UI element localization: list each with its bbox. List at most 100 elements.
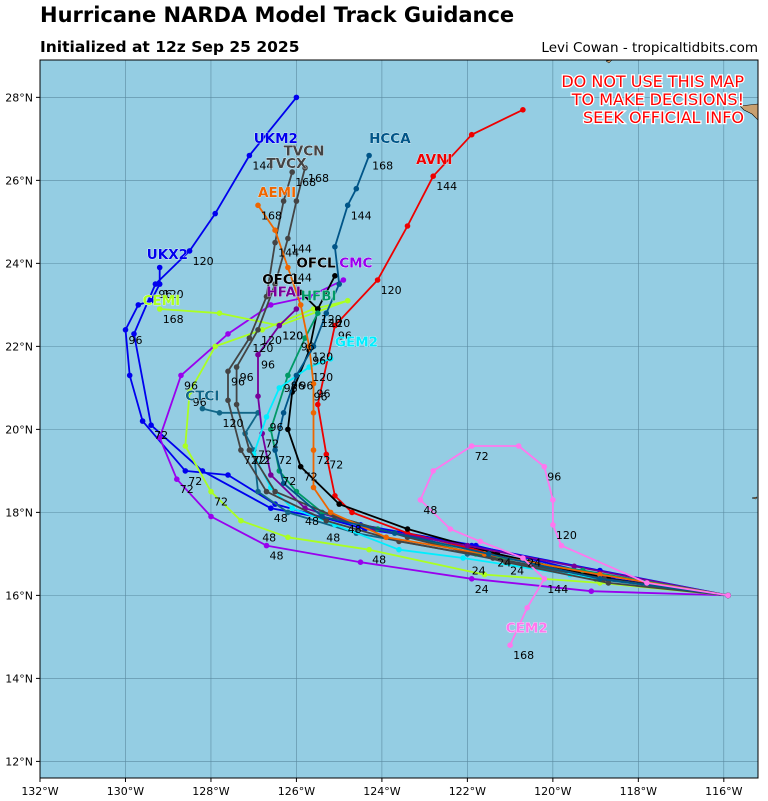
- track-point-avni: [430, 173, 437, 179]
- forecast-hour-label: 168: [163, 313, 184, 326]
- forecast-hour-label: 96: [301, 341, 315, 354]
- track-point-cem2: [541, 463, 548, 470]
- track-point-hfai: [293, 306, 300, 312]
- track-point-cemi: [208, 488, 214, 495]
- track-point-tvcn: [233, 364, 240, 370]
- forecast-hour-label: 96: [291, 379, 305, 392]
- track-point-tvcx: [272, 239, 278, 246]
- track-line-gem2: [252, 357, 729, 597]
- x-tick-label: 116°W: [705, 785, 742, 798]
- track-point-cem2: [725, 592, 731, 599]
- x-tick-label: 122°W: [449, 785, 486, 798]
- forecast-hour-label: 72: [188, 475, 202, 488]
- track-point-hcca: [366, 152, 372, 159]
- track-point-tvcx: [225, 368, 231, 375]
- track-point-tvcn: [233, 401, 240, 408]
- forecast-hour-label: 48: [423, 504, 437, 517]
- ocean-background: [40, 60, 758, 778]
- track-point-cmc: [340, 277, 347, 283]
- track-point-gem2: [263, 414, 270, 420]
- y-tick-label: 20°N: [5, 423, 33, 436]
- forecast-hour-label: 72: [329, 458, 343, 471]
- track-point-aemi: [310, 484, 317, 491]
- track-point-ukx2: [148, 297, 154, 304]
- track-point-ctci: [216, 410, 223, 416]
- forecast-hour-label: 72: [154, 429, 168, 442]
- track-point-ofcl-2: [297, 289, 304, 296]
- track-point-ukx2: [122, 327, 129, 333]
- warning-line-1: DO NOT USE THIS MAP: [561, 72, 744, 91]
- model-label-hcca: HCCA: [369, 131, 411, 147]
- track-line-aemi: [257, 204, 729, 597]
- model-label-ofcl-2: OFCL: [262, 272, 302, 288]
- track-point-ukm2: [148, 422, 154, 429]
- track-point-hcca: [280, 410, 287, 416]
- forecast-hour-label: 144: [436, 180, 457, 193]
- track-point-aemi: [272, 227, 278, 233]
- forecast-hour-label: 72: [278, 454, 292, 467]
- track-point-hfbi: [315, 310, 321, 317]
- track-line-hcca: [274, 155, 729, 597]
- forecast-hour-label: 48: [270, 550, 284, 563]
- track-hcca: [272, 152, 731, 599]
- forecast-hour-label: 96: [184, 379, 198, 392]
- model-label-cmc: CMC: [339, 256, 372, 272]
- track-point-avni: [468, 131, 475, 138]
- track-point-ukx2: [126, 372, 133, 379]
- track-point-ukx2: [156, 264, 163, 271]
- forecast-hour-label: 96: [240, 371, 254, 384]
- track-point-cemi: [310, 306, 317, 312]
- track-point-avni: [520, 107, 526, 113]
- forecast-hour-label: 96: [129, 334, 143, 347]
- forecast-hour-label: 48: [305, 515, 319, 528]
- forecast-hour-label: 24: [472, 565, 486, 578]
- forecast-hour-label: 168: [261, 209, 282, 222]
- track-point-cem2: [477, 538, 484, 545]
- track-ofcl-2: [297, 289, 321, 312]
- forecast-hour-label: 48: [262, 531, 276, 544]
- x-tick-label: 124°W: [363, 785, 400, 798]
- y-tick-label: 24°N: [5, 257, 33, 270]
- forecast-hour-label: 48: [372, 554, 386, 567]
- x-tick-label: 126°W: [278, 785, 315, 798]
- track-point-ukm2: [293, 94, 300, 101]
- track-point-ukm2: [246, 152, 253, 159]
- track-point-cem2: [541, 576, 548, 582]
- track-line-avni: [316, 108, 729, 597]
- model-label-hfai: HFAI: [267, 285, 301, 301]
- track-point-ukm2: [268, 505, 274, 512]
- track-point-cemi: [216, 310, 223, 317]
- track-labels: 487296120144UKM27296120UKX224487296CMC48…: [129, 131, 577, 663]
- track-point-cem2: [550, 497, 556, 503]
- forecast-hour-label: 96: [284, 382, 298, 395]
- track-point-avni: [323, 451, 330, 458]
- forecast-hour-label: 120: [223, 417, 244, 430]
- model-label-avni: AVNI: [416, 152, 452, 168]
- track-point-cmc: [174, 476, 180, 483]
- track-point-tvcx: [280, 198, 287, 204]
- forecast-hour-label: 96: [261, 359, 275, 372]
- track-point-cem2: [644, 580, 650, 586]
- forecast-hour-label: 72: [317, 454, 331, 467]
- forecast-hour-label: 168: [513, 649, 534, 662]
- forecast-hour-label: 72: [257, 454, 271, 467]
- forecast-hour-label: 120: [329, 317, 350, 330]
- track-point-hcca: [319, 513, 325, 520]
- forecast-hour-label: 96: [312, 355, 326, 368]
- track-cem2: [417, 443, 731, 648]
- model-label-cemi: CEMI: [143, 293, 181, 309]
- init-subtitle: Initialized at 12z Sep 25 2025: [40, 38, 300, 56]
- track-point-ofcl: [285, 426, 291, 433]
- track-point-tvcn: [246, 447, 253, 453]
- warning-line-2: TO MAKE DECISIONS!: [571, 90, 744, 109]
- x-tick-label: 130°W: [107, 785, 144, 798]
- track-point-ukx2: [225, 472, 231, 478]
- forecast-hour-label: 24: [510, 565, 524, 578]
- model-label-ukm2: UKM2: [254, 131, 298, 147]
- forecast-hour-label: 72: [475, 450, 489, 463]
- track-point-hfai: [276, 322, 283, 329]
- track-point-cemi: [212, 343, 218, 350]
- forecast-hour-label: 96: [299, 379, 313, 392]
- track-line-cemi: [159, 299, 729, 597]
- forecast-hour-label: 120: [193, 255, 214, 268]
